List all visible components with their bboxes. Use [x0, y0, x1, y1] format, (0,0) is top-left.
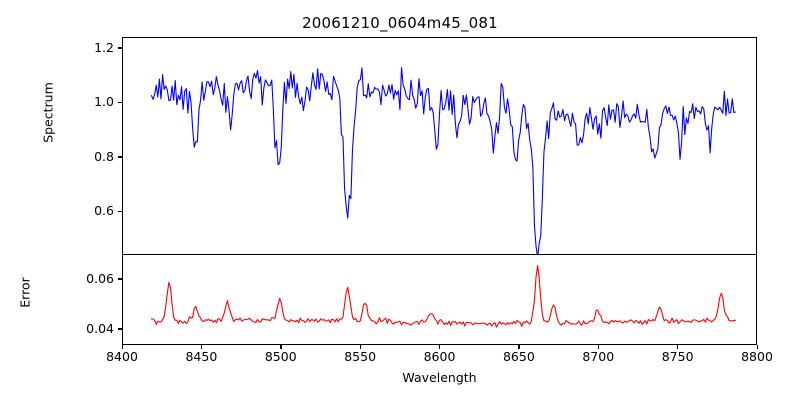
wavelength-xtick-mark [756, 345, 758, 349]
spectrum-ytick-label: 1.0 [94, 94, 114, 110]
error-axis-label: Error [17, 277, 33, 308]
spectrum-ytick-label: 0.6 [94, 203, 114, 219]
error-ytick-mark [118, 278, 122, 280]
spectrum-data-line [150, 67, 736, 254]
spectrum-ytick-mark [118, 210, 122, 213]
wavelength-xtick-label: 8700 [582, 349, 615, 364]
wavelength-xtick-mark [518, 345, 520, 349]
wavelength-axis-label: Wavelength [402, 370, 477, 385]
wavelength-xtick-label: 8650 [502, 349, 535, 364]
wavelength-xtick-label: 8800 [741, 349, 773, 364]
wavelength-xtick-label: 8450 [185, 349, 218, 364]
spectrum-ytick-mark [118, 47, 122, 49]
plot-title: 20061210_0604m45_081 [302, 14, 498, 32]
wavelength-xtick-mark [121, 345, 123, 349]
wavelength-xtick-label: 8550 [344, 349, 377, 364]
spectrum-panel [122, 37, 757, 255]
spectrum-ytick-label: 0.8 [94, 148, 114, 164]
spectrum-ytick-mark [118, 101, 122, 104]
wavelength-xtick-mark [597, 345, 600, 349]
spectrum-ytick-mark [118, 156, 122, 158]
error-ytick-label: 0.04 [86, 320, 114, 336]
error-ytick-label: 0.06 [86, 270, 114, 286]
spectrum-ytick-label: 1.2 [94, 39, 114, 55]
error-plot-area [150, 264, 736, 328]
wavelength-xtick-label: 8500 [264, 349, 297, 364]
wavelength-xtick-mark [677, 345, 679, 349]
wavelength-xtick-mark [280, 345, 282, 349]
wavelength-xtick-mark [200, 345, 203, 349]
wavelength-xtick-mark [439, 345, 441, 349]
wavelength-xtick-mark [359, 345, 361, 349]
wavelength-xtick-label: 8750 [661, 349, 694, 364]
wavelength-xtick-label: 8600 [423, 349, 456, 364]
wavelength-xtick-label: 8400 [106, 349, 138, 364]
spectrum-plot-area [150, 67, 736, 254]
error-ytick-mark [118, 328, 122, 330]
error-panel [122, 255, 757, 345]
error-data-line [150, 264, 736, 328]
